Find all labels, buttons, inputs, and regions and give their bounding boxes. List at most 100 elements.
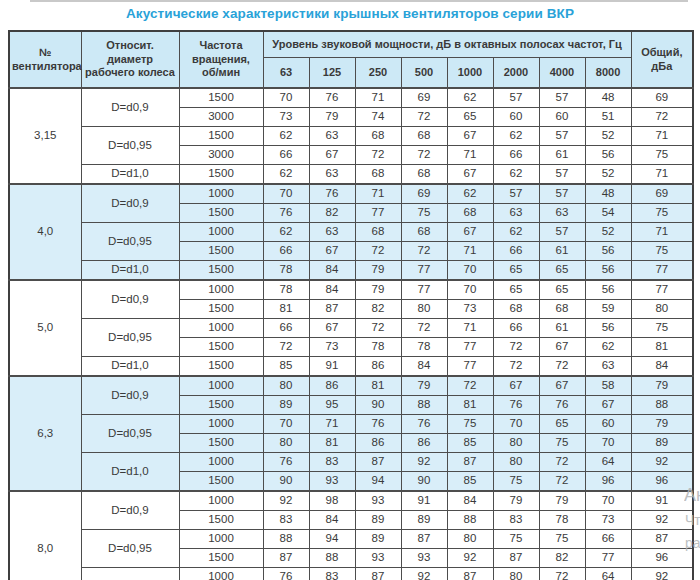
spl-value-cell: 66 — [263, 146, 309, 165]
spl-value-cell: 72 — [355, 242, 401, 261]
spl-value-cell: 70 — [263, 88, 309, 108]
diameter-cell: D=d0,95 — [81, 223, 179, 261]
watermark-line: Ан — [684, 486, 700, 504]
total-dba-cell: 75 — [631, 319, 693, 338]
total-dba-cell: 92 — [631, 511, 693, 530]
spl-value-cell: 62 — [263, 223, 309, 242]
spl-value-cell: 57 — [493, 88, 539, 108]
diameter-cell: D=d0,9 — [81, 376, 179, 415]
spl-value-cell: 80 — [263, 376, 309, 396]
spl-value-cell: 90 — [355, 396, 401, 415]
acoustic-characteristics-table: № вентилятора Относит. диаметр рабочего … — [8, 30, 694, 580]
spl-value-cell: 68 — [355, 127, 401, 146]
spl-value-cell: 72 — [539, 357, 585, 377]
spl-value-cell: 56 — [585, 280, 631, 300]
spl-value-cell: 72 — [493, 357, 539, 377]
spl-value-cell: 77 — [585, 549, 631, 568]
rpm-cell: 1500 — [179, 165, 263, 185]
spl-value-cell: 79 — [539, 491, 585, 511]
header-fan-number: № вентилятора — [9, 31, 81, 88]
rpm-cell: 1000 — [179, 415, 263, 434]
rpm-cell: 1500 — [179, 300, 263, 319]
spl-value-cell: 54 — [585, 204, 631, 223]
spl-value-cell: 87 — [493, 549, 539, 568]
spl-value-cell: 86 — [355, 434, 401, 453]
spl-value-cell: 75 — [401, 204, 447, 223]
rpm-cell: 1500 — [179, 396, 263, 415]
spl-value-cell: 85 — [447, 434, 493, 453]
spl-value-cell: 78 — [263, 280, 309, 300]
spl-value-cell: 84 — [401, 357, 447, 377]
spl-value-cell: 68 — [355, 165, 401, 185]
spl-value-cell: 65 — [493, 261, 539, 281]
spl-value-cell: 80 — [263, 434, 309, 453]
spl-value-cell: 63 — [585, 357, 631, 377]
spl-value-cell: 56 — [585, 146, 631, 165]
header-sound-power-level: Уровень звуковой мощности, дБ в октавных… — [263, 31, 631, 58]
spl-value-cell: 88 — [309, 549, 355, 568]
spl-value-cell: 61 — [539, 242, 585, 261]
spl-value-cell: 57 — [539, 127, 585, 146]
spl-value-cell: 64 — [585, 453, 631, 472]
spl-value-cell: 67 — [539, 338, 585, 357]
rpm-cell: 1000 — [179, 319, 263, 338]
table-row: D=d1,01500859186847772726384 — [9, 357, 693, 377]
spl-value-cell: 94 — [309, 530, 355, 549]
spl-value-cell: 72 — [401, 319, 447, 338]
spl-value-cell: 76 — [401, 415, 447, 434]
spl-value-cell: 56 — [585, 319, 631, 338]
spl-value-cell: 48 — [585, 88, 631, 108]
table-row: 5,0D=d0,91000788479777065655677 — [9, 280, 693, 300]
spl-value-cell: 70 — [447, 261, 493, 281]
spl-value-cell: 92 — [401, 568, 447, 580]
rpm-cell: 1500 — [179, 127, 263, 146]
spl-value-cell: 71 — [447, 319, 493, 338]
spl-value-cell: 56 — [585, 242, 631, 261]
spl-value-cell: 67 — [447, 223, 493, 242]
rpm-cell: 1000 — [179, 568, 263, 580]
table-row: 3,15D=d0,91500707671696257574869 — [9, 88, 693, 108]
spl-value-cell: 81 — [355, 376, 401, 396]
spl-value-cell: 67 — [585, 396, 631, 415]
total-dba-cell: 84 — [631, 357, 693, 377]
total-dba-cell: 69 — [631, 184, 693, 204]
spl-value-cell: 52 — [585, 127, 631, 146]
diameter-cell: D=d0,9 — [81, 491, 179, 530]
diameter-cell: D=d1,0 — [81, 568, 179, 580]
total-dba-cell: 81 — [631, 338, 693, 357]
cropped-edge-strip — [30, 0, 688, 2]
spl-value-cell: 73 — [447, 300, 493, 319]
spl-value-cell: 65 — [539, 280, 585, 300]
total-dba-cell: 89 — [631, 434, 693, 453]
spl-value-cell: 89 — [355, 530, 401, 549]
spl-value-cell: 77 — [355, 204, 401, 223]
spl-value-cell: 76 — [263, 204, 309, 223]
total-dba-cell: 92 — [631, 568, 693, 580]
spl-value-cell: 68 — [447, 204, 493, 223]
total-dba-cell: 75 — [631, 204, 693, 223]
spl-value-cell: 72 — [539, 568, 585, 580]
spl-value-cell: 57 — [539, 184, 585, 204]
header-freq-8000: 8000 — [585, 58, 631, 89]
spl-value-cell: 72 — [401, 108, 447, 127]
spl-value-cell: 68 — [401, 127, 447, 146]
spl-value-cell: 87 — [355, 453, 401, 472]
rpm-cell: 1500 — [179, 204, 263, 223]
table-row: D=d1,01500626368686762575271 — [9, 165, 693, 185]
spl-value-cell: 92 — [401, 453, 447, 472]
rpm-cell: 1500 — [179, 357, 263, 377]
rpm-cell: 1500 — [179, 511, 263, 530]
spl-value-cell: 93 — [309, 472, 355, 492]
spl-value-cell: 68 — [401, 223, 447, 242]
spl-value-cell: 92 — [263, 491, 309, 511]
diameter-cell: D=d1,0 — [81, 261, 179, 281]
spl-value-cell: 76 — [493, 396, 539, 415]
table-row: D=d1,01000768387928780726492 — [9, 453, 693, 472]
rpm-cell: 1000 — [179, 491, 263, 511]
total-dba-cell: 77 — [631, 280, 693, 300]
spl-value-cell: 76 — [263, 453, 309, 472]
spl-value-cell: 65 — [447, 108, 493, 127]
header-freq-1000: 1000 — [447, 58, 493, 89]
diameter-cell: D=d0,95 — [81, 319, 179, 357]
spl-value-cell: 70 — [263, 415, 309, 434]
